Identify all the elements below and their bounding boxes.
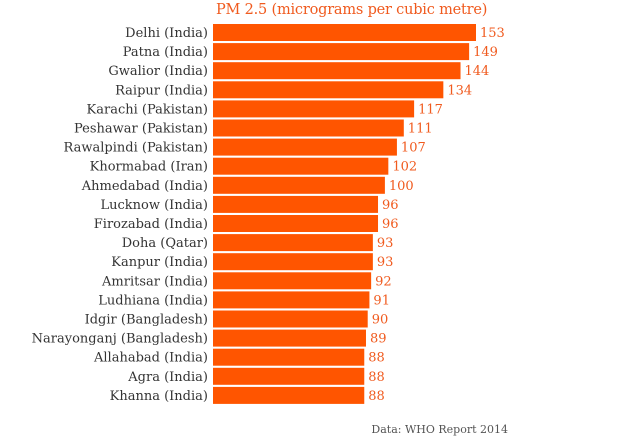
bar [213,291,370,309]
category-label: Khanna (India) [110,389,208,404]
value-label: 111 [408,122,433,137]
value-label: 92 [375,274,392,289]
chart-title: PM 2.5 (micrograms per cubic metre) [216,2,488,18]
bar [213,195,379,213]
category-label: Kanpur (India) [111,255,208,270]
bar [213,310,368,328]
value-label: 107 [401,141,426,156]
value-label: 117 [418,102,443,117]
category-label: Doha (Qatar) [122,236,208,251]
value-label: 134 [447,83,472,98]
value-label: 88 [368,351,385,366]
category-label: Lucknow (India) [100,198,208,213]
bar [213,100,415,118]
category-label: Allahabad (India) [93,351,208,366]
bar [213,43,470,61]
value-label: 96 [382,217,399,232]
bar [213,157,389,175]
value-label: 96 [382,198,399,213]
bar [213,329,366,347]
category-label: Agra (India) [127,370,208,385]
value-label: 153 [480,26,505,41]
category-label: Patna (India) [123,45,208,60]
value-label: 144 [465,64,490,79]
bar [213,386,365,404]
category-label: Ludhiana (India) [98,293,208,308]
category-label: Firozabad (India) [94,217,208,232]
value-label: 89 [370,332,387,347]
category-label: Karachi (Pakistan) [87,102,208,117]
bar [213,81,444,99]
category-label: Rawalpindi (Pakistan) [64,141,208,156]
category-label: Peshawar (Pakistan) [74,122,208,137]
category-label: Ahmedabad (India) [81,179,208,194]
bar [213,119,404,137]
bar [213,138,397,156]
bar [213,62,461,80]
category-label: Gwalior (India) [108,64,208,79]
value-label: 93 [377,255,394,270]
category-label: Khormabad (Iran) [90,160,208,175]
bar [213,234,373,252]
bar [213,176,385,194]
value-label: 90 [372,313,389,328]
bar [213,215,379,232]
bar [213,348,365,366]
category-label: Idgir (Bangladesh) [85,313,208,328]
value-label: 88 [368,370,385,385]
value-label: 102 [392,160,417,175]
bar [213,24,476,41]
value-label: 91 [373,293,390,308]
bar [213,253,373,271]
category-label: Narayonganj (Bangladesh) [32,332,208,347]
category-label: Raipur (India) [115,83,208,98]
category-label: Amritsar (India) [101,274,208,289]
bar [213,367,365,385]
value-label: 100 [389,179,414,194]
source-note: Data: WHO Report 2014 [371,423,508,436]
bar [213,272,372,290]
value-label: 93 [377,236,394,251]
category-label: Delhi (India) [125,26,208,41]
value-label: 149 [473,45,498,60]
value-label: 88 [368,389,385,404]
